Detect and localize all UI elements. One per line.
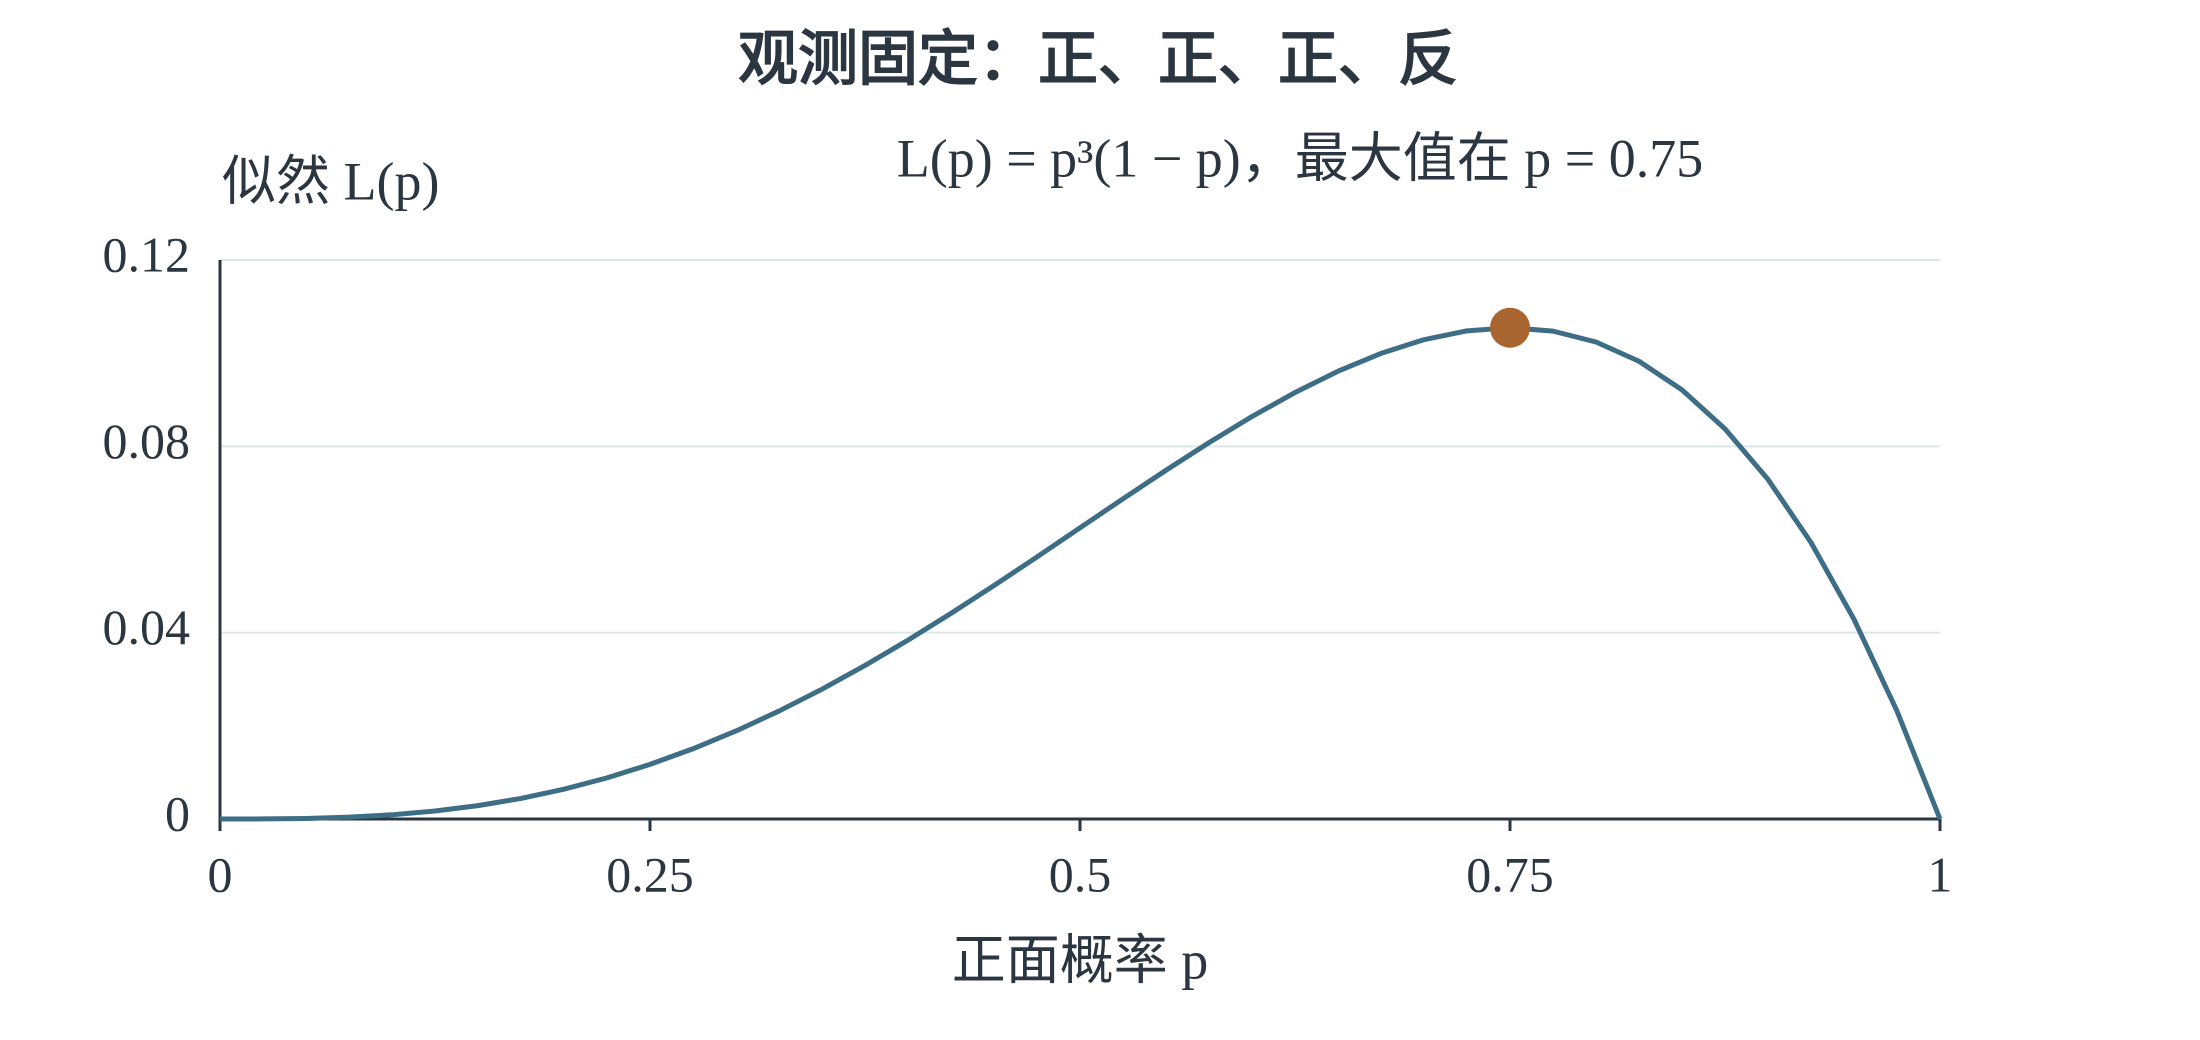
x-tick-label: 0.75 [1466, 846, 1554, 902]
y-tick-label: 0.08 [103, 413, 191, 469]
x-tick-label: 0.25 [606, 846, 694, 902]
max-point [1490, 307, 1530, 348]
y-axis-label: 似然 L(p) [222, 151, 439, 211]
x-tick-label: 1 [1928, 846, 1953, 902]
y-tick-label: 0.12 [103, 226, 191, 282]
y-tick-label: 0 [165, 785, 190, 841]
x-tick-label: 0 [208, 846, 233, 902]
chart-title: 观测固定：正、正、正、反 [738, 25, 1458, 95]
line-series [219, 325, 1943, 822]
y-tick-label: 0.04 [103, 599, 191, 655]
x-axis-label: 正面概率 p [952, 930, 1209, 990]
chart-subtitle: L(p) = p³(1 − p)，最大值在 p = 0.75 [897, 128, 1703, 188]
x-tick-label: 0.5 [1049, 846, 1112, 902]
